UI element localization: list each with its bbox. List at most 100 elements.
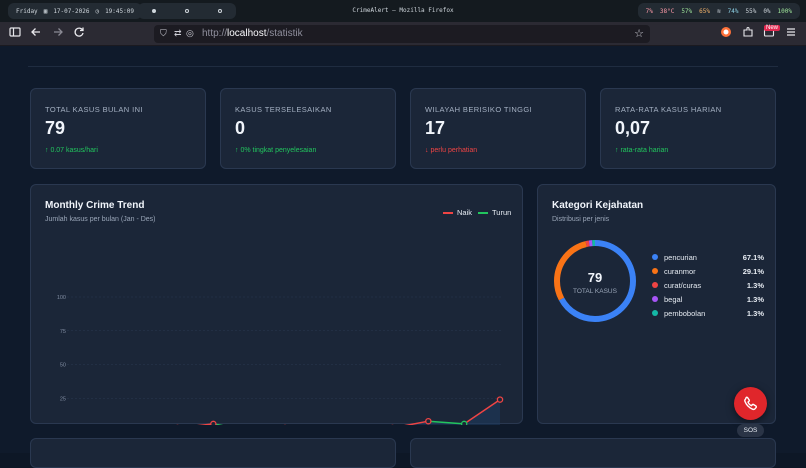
- data-point: [425, 417, 432, 425]
- workspace-3[interactable]: [217, 9, 222, 13]
- monthly-trend-card: Monthly Crime Trend Jumlah kasus per bul…: [30, 184, 523, 425]
- legend-naik[interactable]: Naik: [443, 208, 472, 217]
- legend-swatch-naik: [443, 211, 453, 214]
- clock-icon: ◷: [95, 7, 100, 15]
- location-icon[interactable]: ◎: [186, 28, 194, 38]
- shield-icon[interactable]: ⛉: [160, 28, 167, 38]
- stat-value: 0,07: [615, 118, 651, 138]
- legend-swatch-turun: [478, 211, 488, 214]
- workspace-1[interactable]: [152, 9, 157, 13]
- time-label: 19:45:09: [105, 7, 134, 15]
- forward-button[interactable]: [50, 26, 66, 42]
- address-bar[interactable]: ⛉ ⇄ ◎ http://localhost/statistik ☆: [154, 25, 650, 43]
- data-point: [460, 420, 468, 425]
- kategori-pct: 29.1%: [742, 267, 764, 276]
- y-tick-label: 50: [60, 363, 66, 369]
- data-point: [210, 420, 217, 425]
- kategori-dot: [652, 296, 658, 302]
- stat-value: 79: [45, 118, 66, 138]
- kategori-name: pembobolan: [664, 309, 706, 318]
- kategori-subtitle: Distribusi per jenis: [552, 216, 610, 223]
- trend-segment: [428, 420, 465, 425]
- new-badge: New: [764, 25, 781, 31]
- wifi-icon[interactable]: ≋: [717, 7, 721, 15]
- permissions-icon[interactable]: ⇄: [174, 28, 182, 38]
- volume-status[interactable]: 74%: [727, 7, 739, 15]
- header-divider: [28, 66, 778, 67]
- stat-sub: ↑ rata-rata harian: [615, 147, 669, 154]
- calendar-icon: ▦: [43, 7, 48, 15]
- stat-label: TOTAL KASUS BULAN INI: [45, 105, 143, 114]
- stat-value: 0: [235, 118, 246, 138]
- bookmark-star-icon[interactable]: ☆: [634, 28, 644, 40]
- battery-status: 100%: [777, 7, 792, 15]
- kategori-card: Kategori Kejahatan Distribusi per jenis …: [537, 184, 776, 424]
- cpu-status: 7%: [645, 7, 653, 15]
- menu-icon[interactable]: [783, 26, 799, 42]
- legend-label-naik: Naik: [457, 208, 473, 217]
- disk-status: 65%: [699, 7, 710, 15]
- trend-title: Monthly Crime Trend: [45, 200, 145, 211]
- y-tick-label: 75: [60, 329, 66, 335]
- stat-sub: ↑ 0% tingkat penyelesaian: [235, 147, 317, 154]
- window-title: CrimeAlert — Mozilla Firefox: [352, 7, 454, 14]
- donut-slice: [554, 240, 636, 322]
- temperature-status: 38°C: [659, 7, 675, 15]
- extensions-icon[interactable]: [740, 26, 756, 42]
- trend-segment: [213, 423, 224, 425]
- donut-slice: [554, 240, 636, 322]
- kategori-item[interactable]: curat/curas 1.3%: [652, 281, 764, 291]
- clock-widget: Friday ▦ 17-07-2026 ◷ 19:45:09: [8, 3, 142, 19]
- kategori-item[interactable]: begal 1.3%: [652, 295, 764, 305]
- data-point: [496, 396, 504, 403]
- kategori-name: pencurian: [664, 253, 697, 262]
- kategori-dot: [652, 282, 658, 288]
- firefox-account-icon[interactable]: [718, 26, 734, 42]
- stat-label: RATA-RATA KASUS HARIAN: [615, 105, 722, 114]
- stat-label: WILAYAH BERISIKO TINGGI: [425, 105, 533, 114]
- stat-label: KASUS TERSELESAIKAN: [235, 105, 332, 114]
- workspace-2[interactable]: [184, 9, 189, 13]
- sidebar-toggle-icon[interactable]: [7, 26, 23, 42]
- trend-chart: 0255075100JulAguSepOktNovDesJanFebMarApr…: [57, 295, 504, 425]
- statistik-page: TOTAL KASUS BULAN INI 79 ↑ 0.07 kasus/ha…: [0, 46, 806, 468]
- trend-segment: [196, 423, 214, 425]
- brightness-status[interactable]: 55%: [745, 7, 757, 15]
- kategori-dot: [652, 268, 658, 274]
- phone-icon: [744, 396, 758, 411]
- kategori-item[interactable]: curanmor 29.1%: [652, 267, 764, 277]
- workspace-switcher[interactable]: [138, 3, 236, 19]
- trend-area: [203, 399, 500, 425]
- reload-button[interactable]: [71, 26, 87, 42]
- donut-total-label: TOTAL KASUS: [573, 288, 617, 295]
- legend-turun[interactable]: Turun: [478, 208, 511, 217]
- y-tick-label: 100: [57, 295, 66, 301]
- system-top-bar: Friday ▦ 17-07-2026 ◷ 19:45:09 CrimeAler…: [0, 0, 806, 22]
- kategori-pct: 1.3%: [746, 281, 764, 290]
- stat-value: 17: [425, 118, 446, 138]
- y-tick-label: 25: [60, 396, 66, 402]
- bottom-card-right: [410, 438, 776, 468]
- kategori-name: begal: [664, 295, 683, 304]
- back-button[interactable]: [28, 26, 44, 42]
- kategori-name: curanmor: [664, 267, 696, 276]
- stat-card-total: TOTAL KASUS BULAN INI 79 ↑ 0.07 kasus/ha…: [30, 88, 206, 169]
- trend-segment: [404, 420, 429, 425]
- kategori-item[interactable]: pencurian 67.1%: [652, 253, 764, 263]
- sos-button[interactable]: [734, 387, 767, 420]
- bluetooth-status[interactable]: 0%: [763, 7, 771, 15]
- kategori-name: curat/curas: [664, 281, 702, 290]
- date-label: 17-07-2026: [53, 7, 90, 15]
- kategori-title: Kategori Kejahatan: [552, 200, 644, 211]
- kategori-donut: [554, 240, 636, 322]
- stat-card-wilayah: WILAYAH BERISIKO TINGGI 17 ↓ perlu perha…: [410, 88, 586, 169]
- kategori-item[interactable]: pembobolan 1.3%: [652, 309, 764, 319]
- stat-card-selesai: KASUS TERSELESAIKAN 0 ↑ 0% tingkat penye…: [220, 88, 396, 169]
- stat-card-rata: RATA-RATA KASUS HARIAN 0,07 ↑ rata-rata …: [600, 88, 776, 169]
- bottom-card-left: [30, 438, 396, 468]
- system-tray: 7% 38°C 57% 65% ≋ 74% 55% 0% 100%: [637, 3, 800, 19]
- kategori-dot: [652, 254, 658, 260]
- kategori-pct: 67.1%: [742, 253, 764, 262]
- browser-toolbar: ⛉ ⇄ ◎ http://localhost/statistik ☆ New: [0, 22, 806, 46]
- url-text[interactable]: http://localhost/statistik: [202, 28, 303, 39]
